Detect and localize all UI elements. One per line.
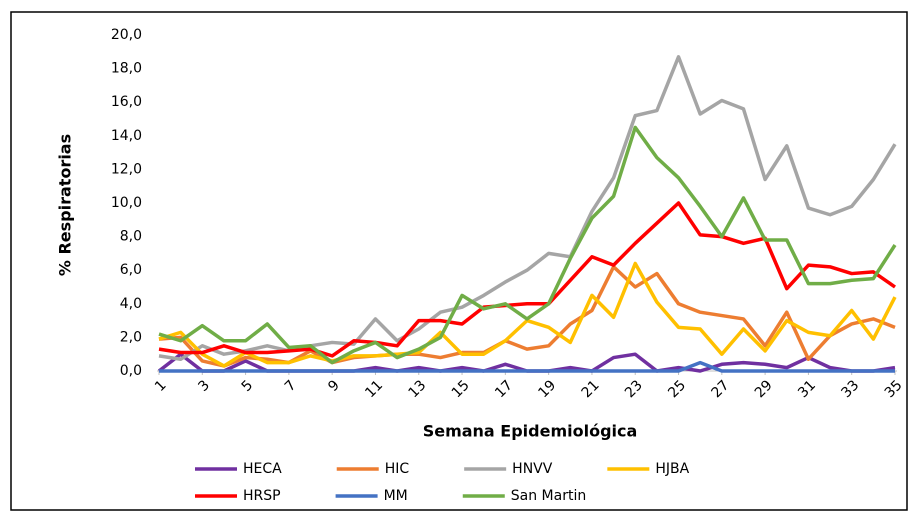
x-tick-label: 7: [282, 377, 300, 395]
legend-label: HJBA: [655, 461, 689, 477]
x-axis-title: Semana Epidemiológica: [423, 422, 638, 441]
series-line: [159, 360, 895, 373]
x-tick-label: 5: [239, 377, 257, 395]
y-tick-label: 6,0: [120, 262, 142, 278]
x-tick-label: 13: [406, 377, 430, 401]
x-tick-label: 25: [665, 377, 689, 401]
series-line: [158, 201, 897, 358]
x-tick-label: 35: [882, 377, 906, 401]
y-tick-label: 4,0: [120, 296, 142, 312]
y-tick-label: 10,0: [111, 195, 142, 211]
y-tick-label: 14,0: [111, 128, 142, 144]
legend-label: MM: [384, 488, 408, 504]
y-tick-label: 18,0: [111, 61, 142, 77]
x-tick-label: 21: [579, 377, 603, 401]
legend-label: HNVV: [512, 461, 553, 477]
y-tick-label: 12,0: [111, 161, 142, 177]
x-tick-label: 3: [195, 377, 213, 395]
x-tick-label: 17: [492, 377, 516, 401]
y-tick-label: 0,0: [120, 363, 142, 379]
series-line: [158, 55, 897, 361]
x-tick-label: 11: [362, 377, 386, 401]
x-tick-label: 19: [535, 377, 559, 401]
y-tick-label: 16,0: [111, 94, 142, 110]
y-tick-label: 20,0: [111, 27, 142, 43]
chart-frame: [10, 11, 908, 511]
x-tick-label: 33: [838, 377, 862, 401]
y-tick-label: 2,0: [120, 329, 142, 345]
y-tick-label: 8,0: [120, 229, 142, 245]
x-tick-label: 15: [449, 377, 473, 401]
x-tick-label: 27: [709, 377, 733, 401]
legend-label: HRSP: [243, 488, 281, 504]
x-tick-label: 29: [752, 377, 776, 401]
y-axis-title: % Respiratorias: [56, 134, 75, 276]
x-tick-label: 23: [622, 377, 646, 401]
legend-label: HECA: [243, 461, 282, 477]
x-tick-label: 9: [325, 377, 343, 395]
x-tick-label: 31: [795, 377, 819, 401]
legend-label: HIC: [385, 461, 410, 477]
legend-label: San Martin: [511, 488, 586, 504]
x-tick-label: 1: [152, 377, 170, 395]
series-line: [158, 125, 897, 365]
